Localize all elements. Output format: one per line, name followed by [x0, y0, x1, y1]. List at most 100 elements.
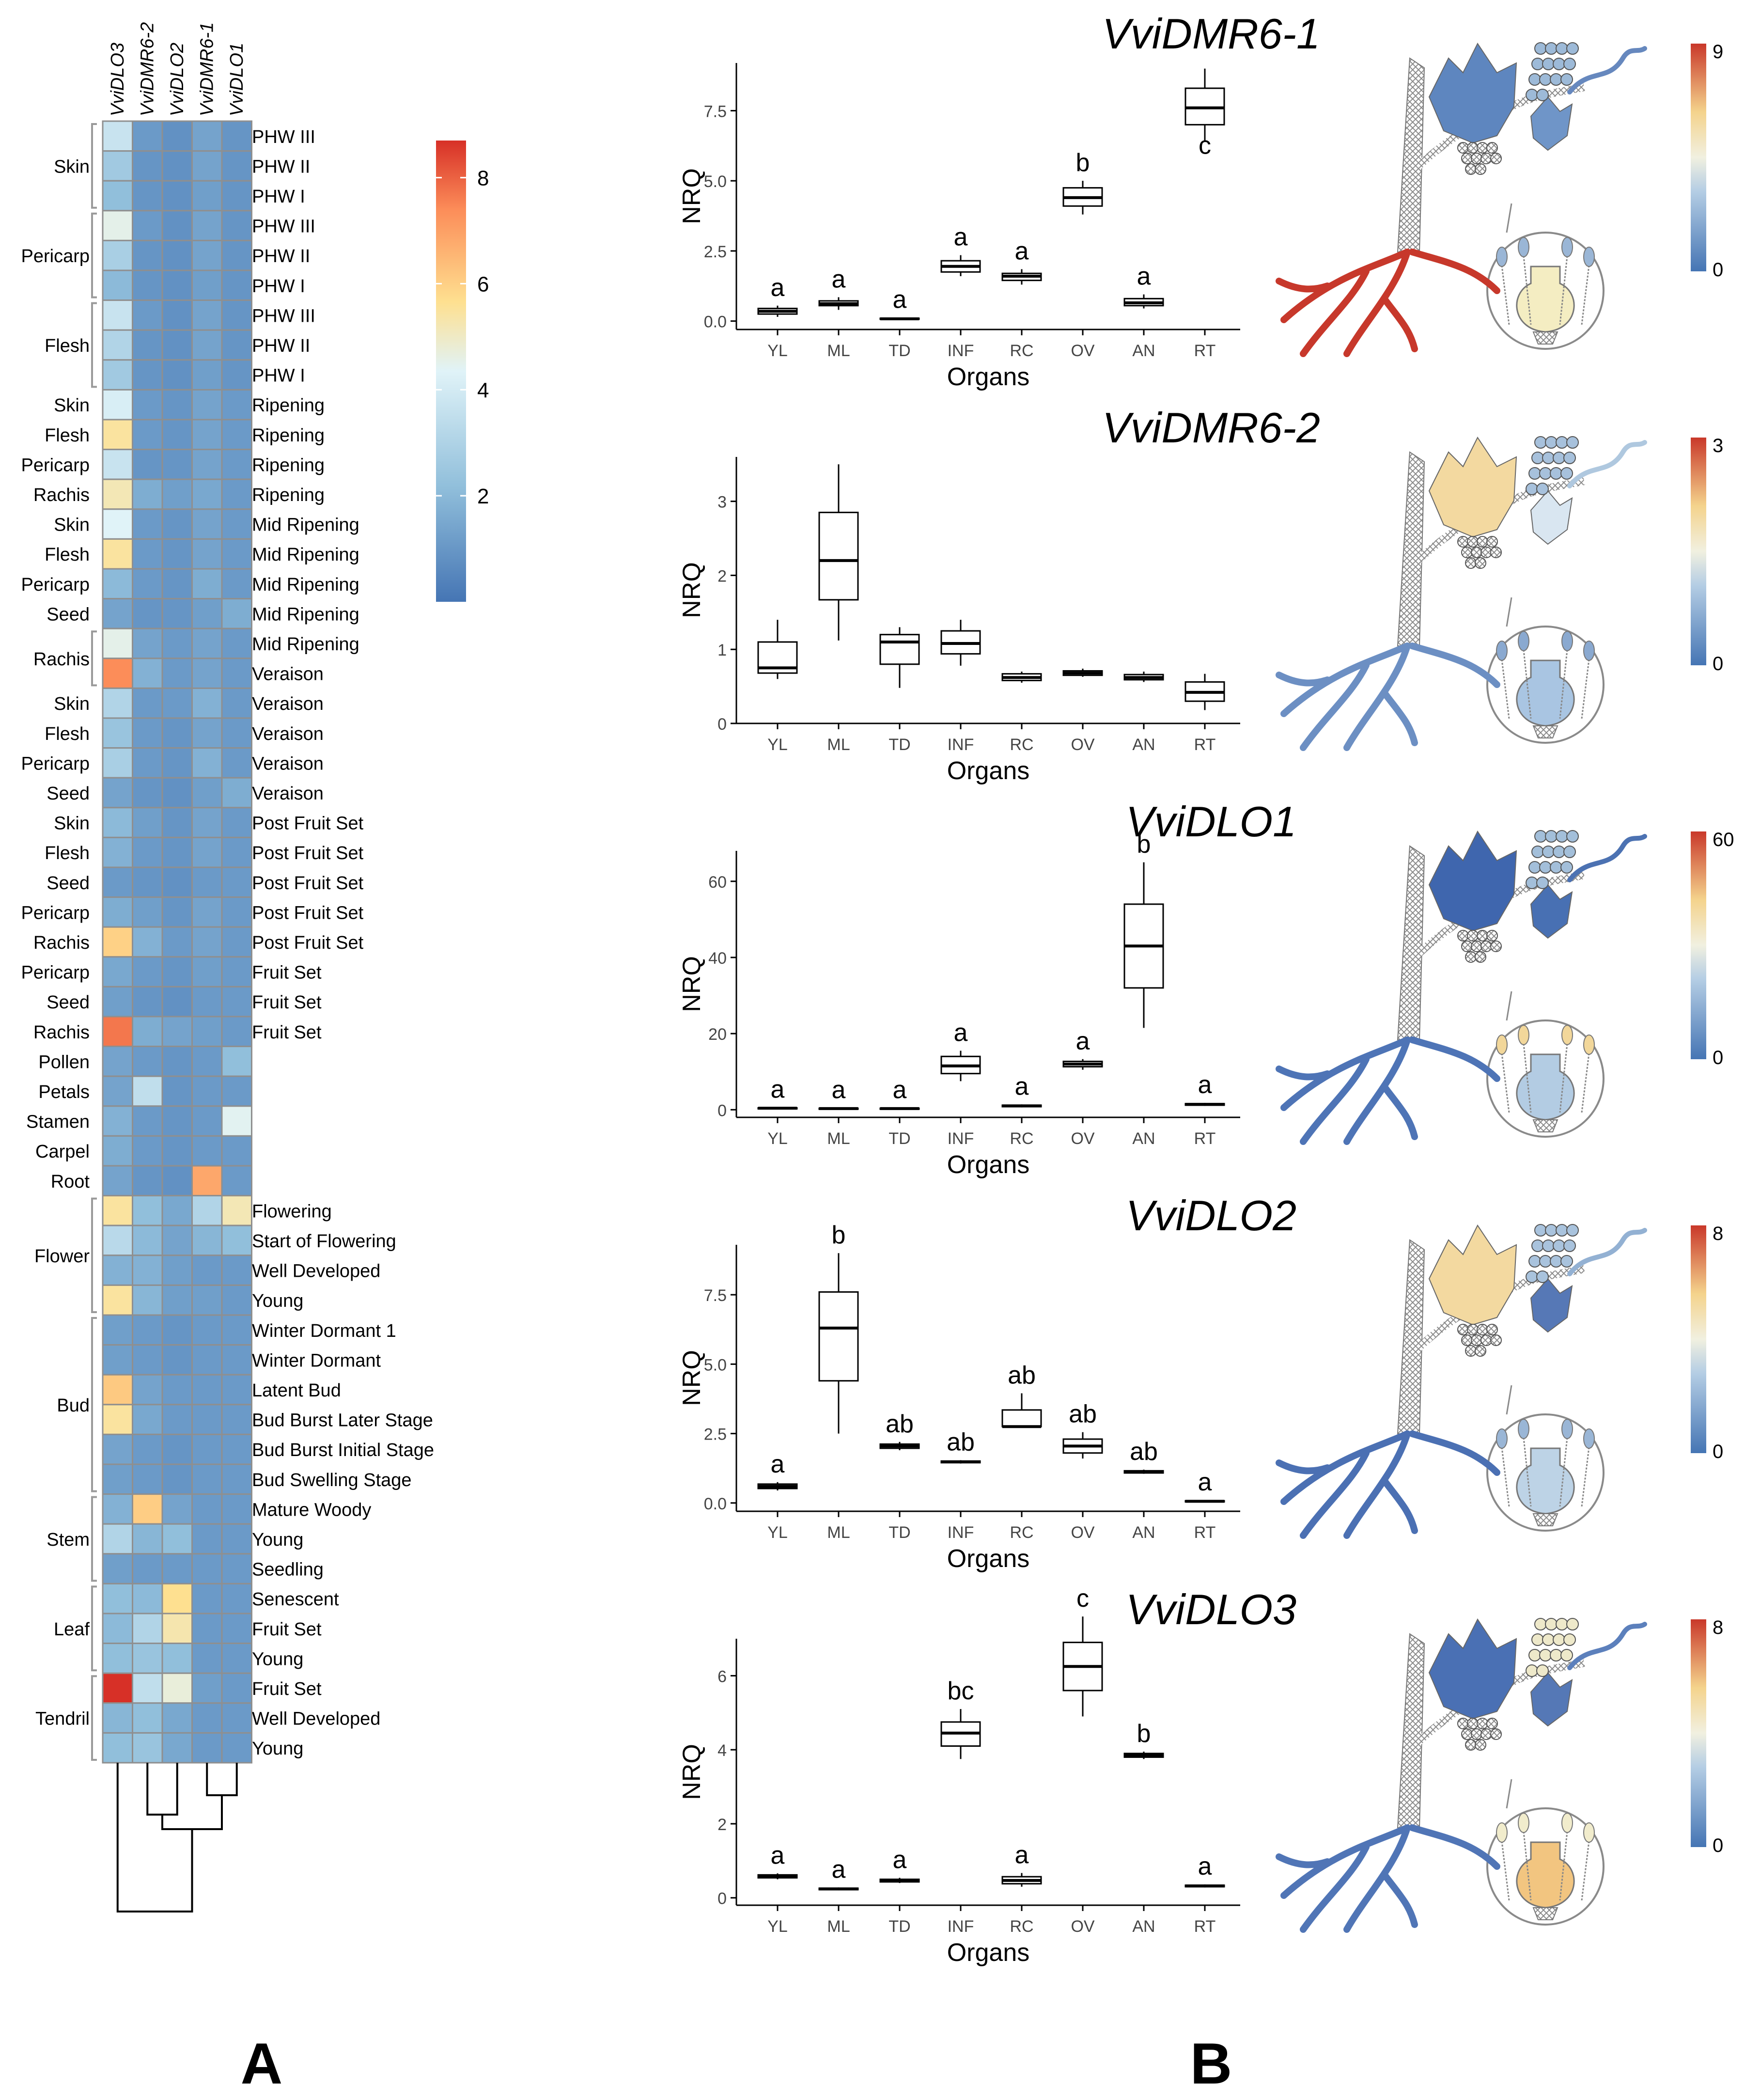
significance-letter: bc — [948, 1677, 974, 1705]
x-tick-label: OV — [1071, 736, 1094, 754]
heatmap-cell — [161, 1374, 193, 1406]
heatmap-cell — [191, 508, 223, 540]
heatmap-cell — [191, 1672, 223, 1704]
heatmap-cell — [161, 1224, 193, 1256]
gene-label: VviDMR6-2 — [137, 22, 157, 116]
heatmap-cell — [191, 299, 223, 331]
tissue-label: Carpel — [35, 1142, 90, 1162]
significance-letter: a — [832, 265, 846, 293]
y-tick-label: 5.0 — [704, 1356, 727, 1374]
x-tick-label: AN — [1132, 1129, 1155, 1148]
boxplot-chart: VviDMR6-1 NRQ Organs 0.0 2.5 5.0 7.5 YL ML TD INF R… — [678, 10, 1723, 391]
heatmap-cell — [132, 896, 163, 928]
colorbar-max-label: 8 — [1713, 1223, 1723, 1244]
x-tick-label: ML — [827, 1523, 850, 1542]
heatmap-cell — [221, 538, 252, 570]
panel-label-b: B — [1190, 2031, 1232, 2096]
significance-letter: a — [893, 1076, 907, 1104]
flower-bud-icon — [1560, 1649, 1573, 1661]
heatmap-cell — [102, 956, 133, 987]
x-tick-label: TD — [888, 1129, 910, 1148]
heatmap-cell — [221, 986, 252, 1018]
stage-label: Fruit Set — [252, 1022, 322, 1043]
heatmap-cell — [161, 1404, 193, 1435]
filament-icon — [1559, 649, 1568, 719]
berry-icon — [1461, 547, 1473, 558]
berry-icon — [1490, 547, 1502, 558]
stage-label: Fruit Set — [252, 1619, 322, 1640]
tissue-label: Stamen — [26, 1112, 90, 1132]
x-axis-label: Organs — [947, 757, 1030, 785]
heatmap-cell — [221, 1404, 252, 1435]
heatmap-cell — [132, 1016, 163, 1048]
heatmap-cell — [221, 150, 252, 182]
x-tick-label: TD — [888, 1523, 910, 1542]
x-tick-label: YL — [767, 1523, 788, 1542]
inset-connector — [1506, 1779, 1512, 1809]
leaf-icon — [1530, 490, 1573, 545]
stage-label: Bud Burst Later Stage — [252, 1410, 433, 1431]
heatmap-cell — [102, 807, 133, 838]
chart-title: VviDLO2 — [1126, 1191, 1296, 1239]
heatmap-cell — [191, 1702, 223, 1734]
heatmap-cell — [102, 478, 133, 510]
significance-letter: c — [1076, 1584, 1089, 1613]
x-tick-label: INF — [948, 342, 974, 360]
heatmap-cell — [132, 807, 163, 838]
heatmap-cell — [102, 1643, 133, 1674]
heatmap-cell — [161, 1672, 193, 1704]
anther-icon — [1496, 641, 1508, 661]
x-tick-label: OV — [1071, 342, 1094, 360]
flower-bud-icon — [1545, 1224, 1558, 1237]
heatmap-cell — [191, 1433, 223, 1465]
heatmap-cell — [102, 777, 133, 809]
berry-icon — [1467, 536, 1479, 548]
stage-label: Veraison — [252, 784, 324, 804]
heatmap-cell — [221, 658, 252, 689]
flower-bud-icon — [1534, 830, 1547, 843]
heatmap-cell — [191, 1165, 223, 1197]
heatmap-cell — [161, 329, 193, 361]
flower-bud-icon — [1526, 1270, 1538, 1283]
heatmap-cell — [221, 210, 252, 241]
significance-letter: a — [1015, 1072, 1029, 1100]
flower-bud-icon — [1566, 42, 1579, 55]
heatmap-cell — [221, 896, 252, 928]
y-tick-label: 0 — [717, 1890, 727, 1908]
heatmap-cell — [132, 777, 163, 809]
inset-connector — [1506, 203, 1512, 233]
heatmap-cell — [221, 687, 252, 719]
berry-icon — [1465, 557, 1477, 569]
heatmap-cell — [132, 1523, 163, 1555]
x-tick-label: RC — [1010, 1129, 1033, 1148]
berry-icon — [1475, 1345, 1486, 1357]
x-tick-label: INF — [948, 736, 974, 754]
heatmap-cell — [161, 180, 193, 212]
anther-icon — [1496, 1428, 1508, 1449]
flower-bud-icon — [1550, 467, 1562, 480]
heatmap-cell — [191, 1314, 223, 1346]
flower-bud-icon — [1560, 467, 1573, 480]
stage-label: Ripening — [252, 395, 325, 416]
berry-icon — [1457, 930, 1469, 941]
filament-icon — [1559, 1043, 1568, 1113]
flower-bud-icon — [1534, 436, 1547, 449]
heatmap-cell — [191, 1404, 223, 1435]
heatmap-cell — [132, 269, 163, 301]
heatmap-cell — [132, 389, 163, 421]
flower-bud-icon — [1545, 830, 1558, 843]
heatmap-cell — [161, 1463, 193, 1495]
stage-label: Young — [252, 1649, 303, 1669]
stage-label: Mid Ripening — [252, 604, 359, 625]
heatmap-cell — [161, 299, 193, 331]
y-axis-label: NRQ — [678, 1744, 706, 1800]
berry-icon — [1471, 153, 1482, 164]
stage-label: Veraison — [252, 753, 324, 774]
flower-bud-icon — [1545, 436, 1558, 449]
tissue-label: Rachis — [33, 933, 90, 953]
dendrogram-branch — [206, 1763, 238, 1796]
heatmap-cell — [102, 926, 133, 958]
tendril-icon — [1567, 1228, 1647, 1276]
heatmap-cell — [132, 1553, 163, 1584]
tissue-label: Pericarp — [21, 455, 90, 475]
